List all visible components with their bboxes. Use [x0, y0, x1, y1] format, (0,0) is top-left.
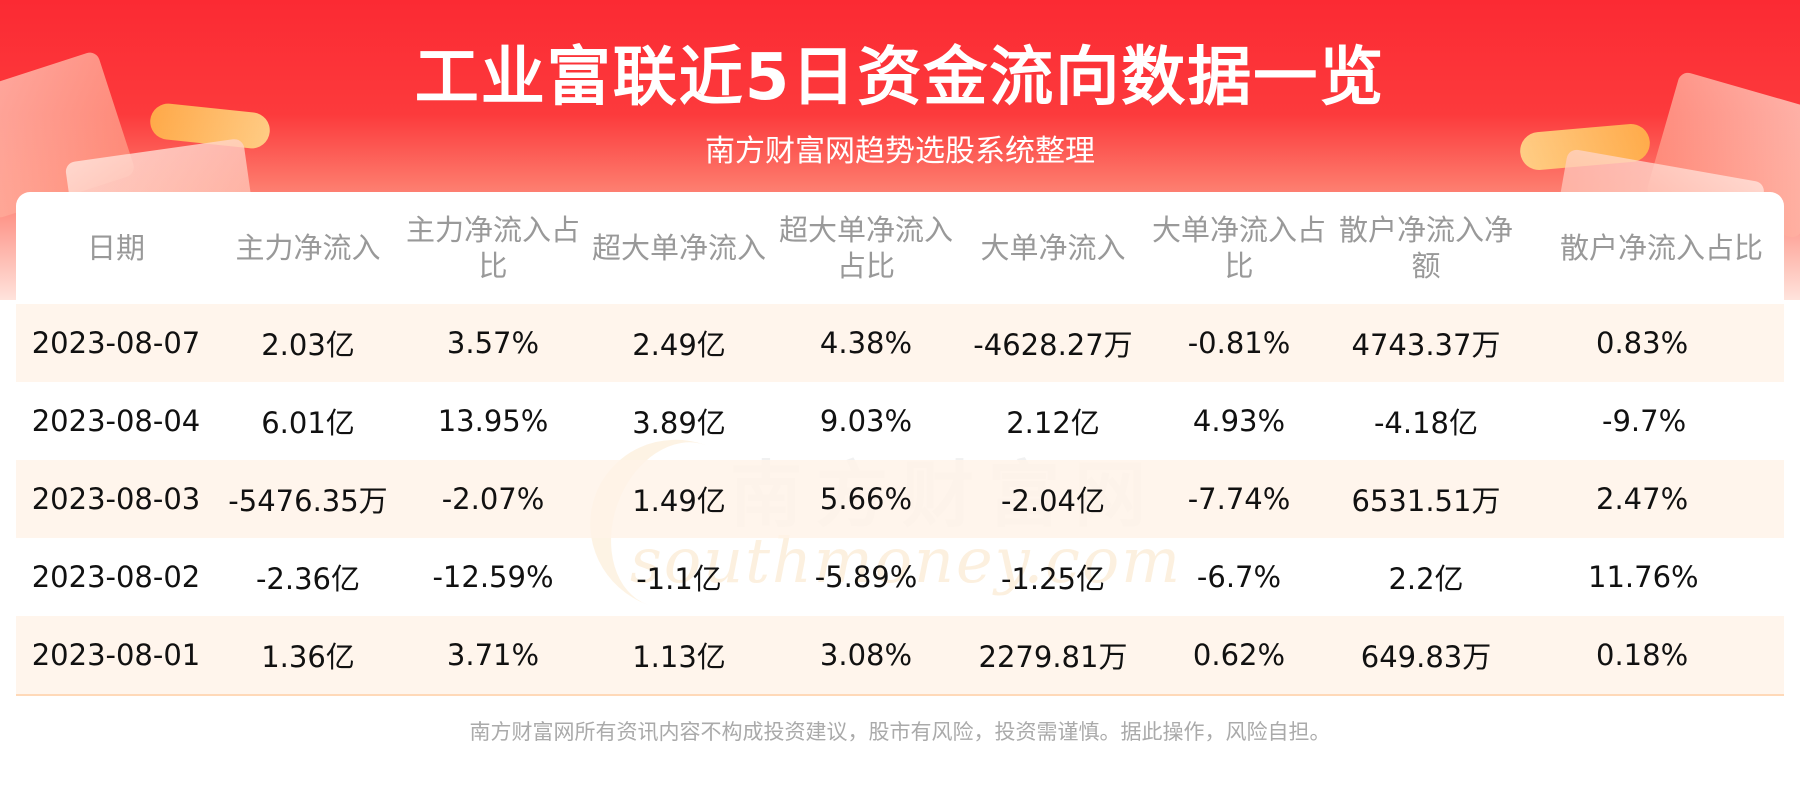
- cell-xl-inflow: 3.89亿: [632, 406, 726, 440]
- cell-retail-inflow: 4743.37万: [1332, 304, 1520, 382]
- cell-large-ratio: 0.62%: [1146, 616, 1332, 694]
- column-header-large-ratio: 大单净流入占比: [1152, 213, 1327, 283]
- cell-retail-ratio: 11.76%: [1588, 560, 1699, 594]
- cell-retail-ratio: -9.7%: [1602, 404, 1687, 438]
- cell-main-ratio: 3.57%: [400, 304, 586, 382]
- cell-retail-inflow: -4.18亿: [1373, 406, 1479, 440]
- page-title: 工业富联近5日资金流向数据一览: [414, 41, 1386, 115]
- cell-xl-ratio: 5.66%: [772, 460, 960, 538]
- cell-main-ratio: 13.95%: [437, 404, 549, 438]
- cell-retail-ratio: 0.83%: [1520, 304, 1784, 382]
- cell-main-inflow: 6.01亿: [261, 406, 355, 440]
- cell-xl-ratio: -5.89%: [814, 560, 918, 594]
- cell-date: 2023-08-02: [31, 560, 201, 594]
- footer-divider: [16, 694, 1784, 696]
- table-row: 2023-08-02 -2.36亿 -12.59% -1.1亿 -5.89% -…: [16, 538, 1784, 616]
- cell-large-inflow: 2.12亿: [1006, 406, 1100, 440]
- cell-xl-inflow: 1.13亿: [586, 616, 772, 694]
- cell-large-inflow: -4628.27万: [960, 304, 1146, 382]
- cell-large-ratio: -7.74%: [1146, 460, 1332, 538]
- table-row: 2023-08-07 2.03亿 3.57% 2.49亿 4.38% -4628…: [16, 304, 1784, 382]
- cell-retail-inflow: 2.2亿: [1388, 562, 1464, 596]
- column-header-xl-inflow: 超大单净流入: [592, 231, 767, 265]
- cell-main-ratio: -12.59%: [432, 560, 554, 594]
- column-header-xl-ratio: 超大单净流入占比: [778, 213, 953, 283]
- cell-retail-ratio: 0.18%: [1520, 616, 1784, 694]
- cell-xl-inflow: -1.1亿: [636, 562, 722, 596]
- column-header-retail-inflow: 散户净流入净额: [1338, 213, 1513, 283]
- cell-main-inflow: 2.03亿: [216, 304, 400, 382]
- table-row: 2023-08-01 1.36亿 3.71% 1.13亿 3.08% 2279.…: [16, 616, 1784, 694]
- table-header-row: 日期 主力净流入 主力净流入占比 超大单净流入 超大单净流入占比 大单净流入 大…: [16, 192, 1784, 304]
- column-header-retail-ratio: 散户净流入占比: [1560, 231, 1764, 265]
- cell-main-inflow: -5476.35万: [216, 460, 400, 538]
- column-header-main-inflow: 主力净流入: [235, 231, 381, 265]
- cell-main-inflow: 1.36亿: [216, 616, 400, 694]
- fund-flow-table: 日期 主力净流入 主力净流入占比 超大单净流入 超大单净流入占比 大单净流入 大…: [16, 192, 1784, 694]
- disclaimer-text: 南方财富网所有资讯内容不构成投资建议，股市有风险，投资需谨慎。据此操作，风险自担…: [469, 720, 1331, 744]
- cell-main-ratio: 3.71%: [400, 616, 586, 694]
- cell-xl-inflow: 1.49亿: [586, 460, 772, 538]
- cell-large-inflow: 2279.81万: [960, 616, 1146, 694]
- column-header-large-inflow: 大单净流入: [980, 231, 1126, 265]
- cell-large-ratio: -6.7%: [1196, 560, 1282, 594]
- table-card: [16, 192, 1784, 694]
- cell-date: 2023-08-03: [16, 460, 216, 538]
- cell-retail-ratio: 2.47%: [1520, 460, 1784, 538]
- cell-xl-ratio: 4.38%: [772, 304, 960, 382]
- cell-retail-inflow: 649.83万: [1332, 616, 1520, 694]
- cell-xl-ratio: 3.08%: [772, 616, 960, 694]
- column-header-date: 日期: [86, 231, 145, 265]
- cell-xl-ratio: 9.03%: [819, 404, 913, 438]
- cell-large-inflow: -1.25亿: [1000, 562, 1106, 596]
- table-row: 2023-08-03 -5476.35万 -2.07% 1.49亿 5.66% …: [16, 460, 1784, 538]
- cell-retail-inflow: 6531.51万: [1332, 460, 1520, 538]
- column-header-main-ratio: 主力净流入占比: [406, 213, 581, 283]
- cell-large-ratio: 4.93%: [1192, 404, 1286, 438]
- cell-large-ratio: -0.81%: [1146, 304, 1332, 382]
- cell-date: 2023-08-01: [16, 616, 216, 694]
- page-subtitle: 南方财富网趋势选股系统整理: [705, 134, 1095, 169]
- cell-main-ratio: -2.07%: [400, 460, 586, 538]
- cell-xl-inflow: 2.49亿: [586, 304, 772, 382]
- cell-large-inflow: -2.04亿: [960, 460, 1146, 538]
- cell-date: 2023-08-07: [16, 304, 216, 382]
- cell-main-inflow: -2.36亿: [255, 562, 361, 596]
- table-row: 2023-08-04 6.01亿 13.95% 3.89亿 9.03% 2.12…: [16, 382, 1784, 460]
- cell-date: 2023-08-04: [31, 404, 201, 438]
